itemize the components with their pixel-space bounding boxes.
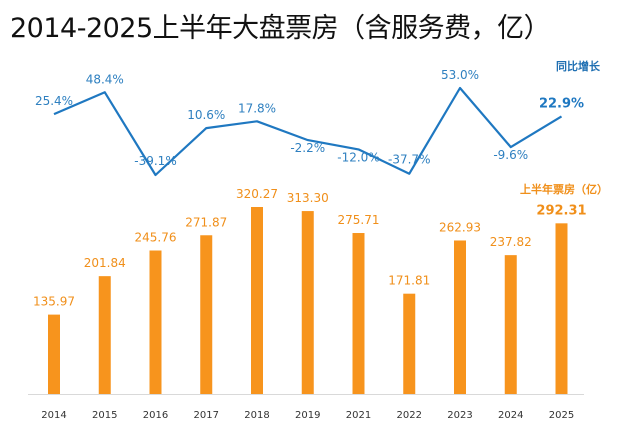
bar-label-2017: 271.87 bbox=[185, 215, 227, 229]
x-tick-2022: 2022 bbox=[397, 410, 422, 421]
line-label-2022: -37.7% bbox=[388, 153, 430, 167]
x-tick-2024: 2024 bbox=[498, 410, 523, 421]
bar-2018 bbox=[251, 207, 263, 394]
x-tick-2019: 2019 bbox=[295, 410, 320, 421]
bar-2022 bbox=[403, 293, 416, 394]
bar-2019 bbox=[301, 211, 314, 394]
legend-growth: 同比增长 bbox=[556, 59, 601, 73]
x-tick-2017: 2017 bbox=[194, 410, 219, 421]
bar-label-2016: 245.76 bbox=[135, 231, 177, 245]
line-label-2021: -12.0% bbox=[337, 150, 379, 164]
bar-label-2015: 201.84 bbox=[84, 256, 126, 270]
x-tick-2023: 2023 bbox=[447, 410, 472, 421]
bar-label-2018: 320.27 bbox=[236, 187, 278, 201]
x-tick-2025: 2025 bbox=[549, 410, 574, 421]
bar-label-2025: 292.31 bbox=[536, 203, 586, 218]
chart-title: 2014-2025上半年大盘票房（含服务费，亿） bbox=[10, 13, 551, 44]
line-label-2025: 22.9% bbox=[539, 96, 584, 111]
bar-2025 bbox=[555, 223, 568, 394]
line-label-2016: -39.1% bbox=[134, 154, 176, 168]
bar-2023 bbox=[454, 240, 466, 394]
line-label-2017: 10.6% bbox=[187, 108, 225, 122]
bar-2017 bbox=[200, 235, 213, 394]
line-label-2024: -9.6% bbox=[493, 148, 528, 162]
bar-2014 bbox=[48, 314, 60, 394]
growth-line bbox=[53, 86, 563, 177]
bar-2021 bbox=[352, 233, 365, 394]
bar-label-2021: 275.71 bbox=[338, 213, 380, 227]
x-tick-2014: 2014 bbox=[41, 410, 66, 421]
line-label-2015: 48.4% bbox=[86, 72, 124, 86]
line-label-2014: 25.4% bbox=[35, 94, 73, 108]
bar-label-2022: 171.81 bbox=[388, 274, 430, 288]
line-label-2023: 53.0% bbox=[441, 68, 479, 82]
x-tick-2015: 2015 bbox=[92, 410, 117, 421]
bar-label-2024: 237.82 bbox=[490, 235, 532, 249]
legend-boxoffice: 上半年票房（亿） bbox=[520, 182, 608, 196]
bar-2015 bbox=[98, 276, 111, 394]
x-tick-2021: 2021 bbox=[346, 410, 371, 421]
bar-label-2019: 313.30 bbox=[287, 191, 329, 205]
bar-label-2023: 262.93 bbox=[439, 220, 481, 234]
x-tick-2016: 2016 bbox=[143, 410, 168, 421]
bar-2016 bbox=[149, 250, 162, 394]
bar-label-2014: 135.97 bbox=[33, 295, 75, 309]
x-tick-2018: 2018 bbox=[244, 410, 269, 421]
bar-2024 bbox=[504, 255, 517, 394]
line-label-2019: -2.2% bbox=[290, 141, 325, 155]
line-label-2018: 17.8% bbox=[238, 101, 276, 115]
